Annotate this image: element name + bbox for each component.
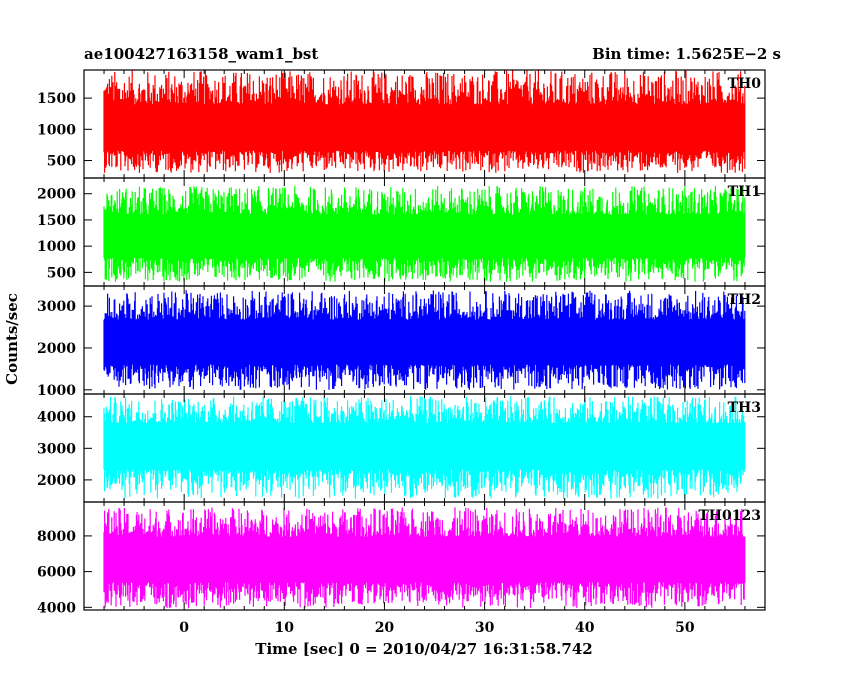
x-tick-label: 20: [375, 620, 395, 636]
y-tick-label-th0: 1500: [37, 91, 76, 107]
x-tick-label: 50: [675, 620, 695, 636]
y-tick-label-th0: 500: [47, 154, 76, 170]
y-tick-label-th2: 2000: [37, 341, 76, 357]
series-th0123: [103, 507, 746, 609]
y-tick-label-th3: 3000: [37, 441, 76, 457]
series-th1: [103, 185, 746, 282]
bin-time-label: Bin time: 1.5625E−2 s: [592, 45, 781, 63]
y-tick-label-th3: 2000: [37, 473, 76, 489]
y-tick-label-th0: 1000: [37, 122, 76, 138]
y-tick-label-th2: 3000: [37, 299, 76, 315]
y-tick-label-th3: 4000: [37, 410, 76, 426]
y-tick-label-th0123: 4000: [37, 600, 76, 616]
y-tick-label-th0123: 8000: [37, 529, 76, 545]
panel-label-th2: TH2: [728, 292, 761, 308]
x-tick-label: 0: [179, 620, 189, 636]
x-axis-label: Time [sec] 0 = 2010/04/27 16:31:58.742: [255, 640, 592, 658]
chart-title: ae100427163158_wam1_bst: [84, 45, 318, 63]
panel-label-th0: TH0: [728, 76, 762, 92]
x-tick-label: 30: [475, 620, 495, 636]
panel-label-th3: TH3: [728, 400, 761, 416]
y-tick-label-th1: 1000: [37, 239, 76, 255]
series-th3: [103, 396, 746, 499]
series-th2: [103, 290, 746, 390]
y-tick-label-th2: 1000: [37, 383, 76, 399]
series-th0: [103, 70, 746, 173]
x-tick-label: 10: [275, 620, 295, 636]
y-tick-label-th1: 2000: [37, 187, 76, 203]
panels-group: TH050010001500TH1500100015002000TH210002…: [37, 69, 766, 636]
y-tick-label-th1: 1500: [37, 213, 76, 229]
x-tick-label: 40: [575, 620, 595, 636]
panel-label-th1: TH1: [728, 184, 761, 200]
y-tick-label-th1: 500: [47, 265, 76, 281]
panel-label-th0123: TH0123: [698, 508, 761, 524]
y-axis-label: Counts/sec: [3, 293, 21, 385]
y-tick-label-th0123: 6000: [37, 565, 76, 581]
